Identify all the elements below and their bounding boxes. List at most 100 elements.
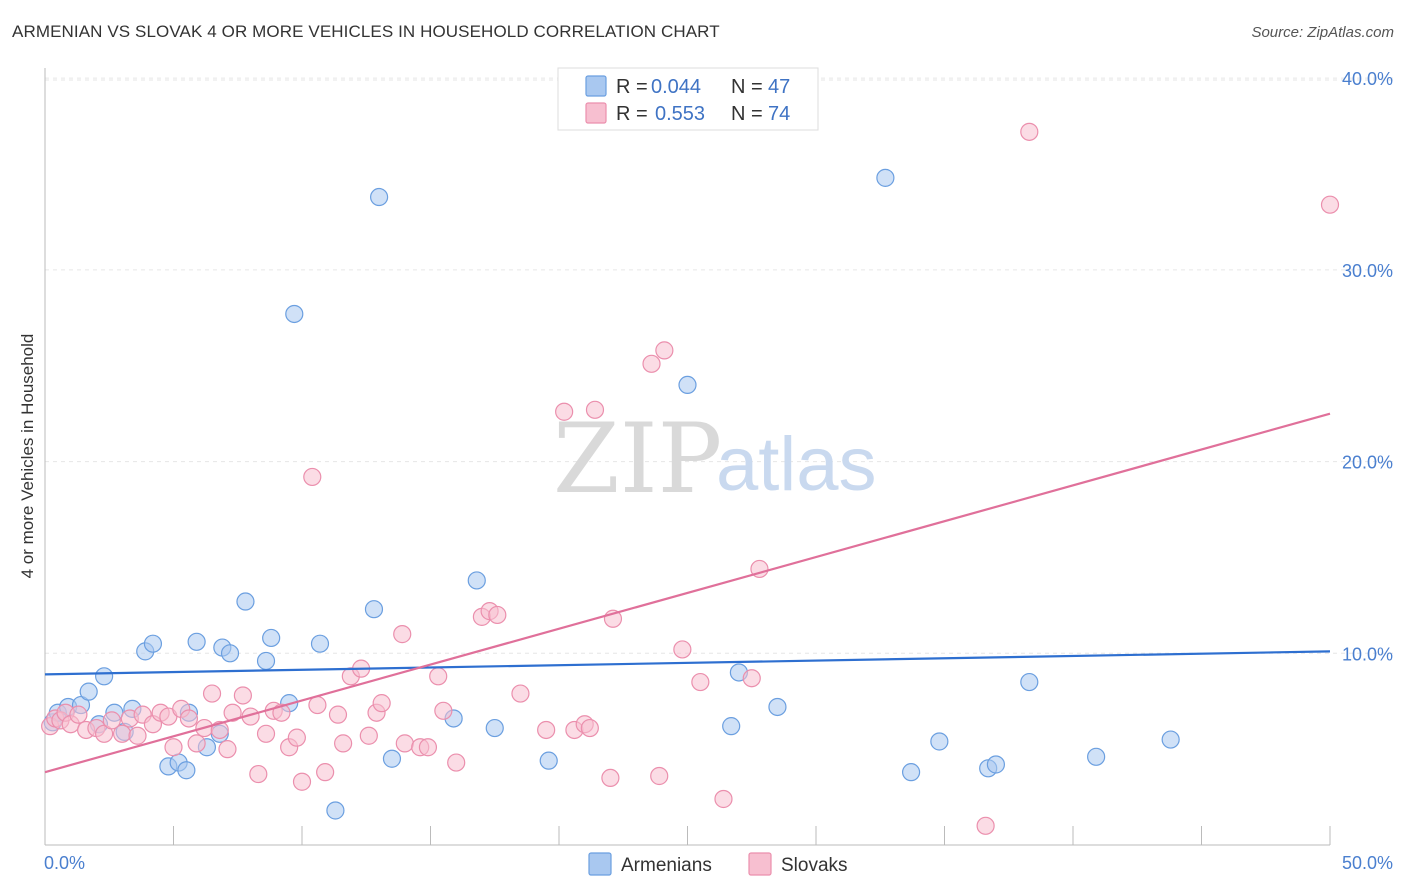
slovak-point-33 xyxy=(287,728,306,747)
legend-n-value-armenians: 47 xyxy=(768,76,790,98)
armenian-point-39 xyxy=(876,168,895,187)
legend-n-label-armenians: N = xyxy=(731,76,763,98)
slovak-point-36 xyxy=(308,695,327,715)
armenian-point-25 xyxy=(285,304,304,324)
x-tick-label-max: 50.0% xyxy=(1342,853,1393,873)
slovak-point-61 xyxy=(585,400,605,419)
slovak-point-24 xyxy=(218,740,237,759)
slovak-point-38 xyxy=(328,705,348,724)
slovak-point-35 xyxy=(303,467,322,487)
armenian-point-45 xyxy=(1087,747,1106,766)
armenian-point-29 xyxy=(370,187,389,207)
armenian-point-16 xyxy=(187,632,206,651)
y-tick-label-10: 10.0% xyxy=(1342,644,1393,664)
slovak-point-68 xyxy=(691,672,710,692)
y-tick-label-40: 40.0% xyxy=(1342,69,1393,89)
watermark-atlas: atlas xyxy=(716,422,877,507)
slovak-point-73 xyxy=(1020,122,1039,141)
slovak-point-42 xyxy=(359,726,378,745)
slovak-point-56 xyxy=(537,720,556,740)
armenian-point-28 xyxy=(364,600,384,619)
slovak-point-65 xyxy=(650,766,669,786)
slovak-point-19 xyxy=(179,709,199,728)
slovak-point-17 xyxy=(164,738,183,757)
slovak-point-69 xyxy=(714,789,733,809)
legend-swatch-slovaks xyxy=(585,102,607,124)
bottom-legend-slovaks: Slovaks xyxy=(781,855,848,876)
x-tick-label-min: 0.0% xyxy=(44,853,85,873)
armenian-point-6 xyxy=(95,667,114,686)
armenian-point-40 xyxy=(901,763,921,782)
armenian-point-23 xyxy=(262,628,281,648)
slovak-point-8 xyxy=(95,724,114,743)
y-tick-label-20: 20.0% xyxy=(1342,453,1393,473)
slovak-point-10 xyxy=(112,724,132,743)
armenian-point-21 xyxy=(236,592,255,611)
watermark: ZIP atlas xyxy=(553,403,877,515)
chart-title: ARMENIAN VS SLOVAK 4 OR MORE VEHICLES IN… xyxy=(12,22,720,41)
gridlines xyxy=(45,77,1393,654)
legend-n-value-slovaks: 74 xyxy=(768,103,790,125)
slovak-point-22 xyxy=(202,684,222,703)
bottom-legend-swatch-slovaks xyxy=(748,852,772,876)
slovak-point-50 xyxy=(434,701,453,720)
legend-r-label-armenians: R = xyxy=(616,76,648,98)
slovak-point-46 xyxy=(395,734,414,753)
armenian-point-22 xyxy=(256,651,276,671)
slovak-point-23 xyxy=(210,720,229,740)
slovak-point-34 xyxy=(292,772,312,791)
armenian-point-11 xyxy=(143,634,163,653)
armenian-point-30 xyxy=(382,749,402,768)
armenian-point-33 xyxy=(485,718,504,738)
armenian-point-32 xyxy=(467,571,486,590)
armenian-point-44 xyxy=(1020,672,1039,692)
legend-n-label-slovaks: N = xyxy=(731,103,763,125)
legend-r-label-slovaks: R = xyxy=(616,103,648,125)
slovak-point-29 xyxy=(256,724,276,743)
slovak-point-70 xyxy=(742,669,761,688)
slovak-point-39 xyxy=(334,734,353,753)
slovak-point-72 xyxy=(976,816,995,835)
armenian-point-26 xyxy=(310,634,330,653)
slovak-point-74 xyxy=(1320,195,1340,214)
legend-swatch-armenians xyxy=(585,75,607,97)
watermark-zip: ZIP xyxy=(553,403,722,515)
x-ticks xyxy=(173,826,1331,845)
bottom-legend-swatch-armenians xyxy=(588,852,612,876)
trend-lines xyxy=(44,412,1331,774)
slovak-point-25 xyxy=(223,703,242,722)
armenian-point-36 xyxy=(722,717,741,736)
slovak-point-64 xyxy=(642,354,661,373)
bottom-legend: Armenians Slovaks xyxy=(588,852,848,876)
y-tick-labels: 10.0% 20.0% 30.0% 40.0% xyxy=(1342,69,1393,664)
slovak-point-45 xyxy=(393,625,412,644)
y-tick-label-30: 30.0% xyxy=(1342,261,1393,281)
armenian-point-35 xyxy=(678,375,697,395)
source-label: Source: ZipAtlas.com xyxy=(1251,24,1394,41)
slovak-point-9 xyxy=(102,711,121,730)
slovak-point-5 xyxy=(69,705,88,724)
slovak-point-51 xyxy=(447,753,466,772)
armenian-point-41 xyxy=(930,732,949,751)
slovak-point-60 xyxy=(580,718,599,738)
slovak-point-66 xyxy=(655,341,674,360)
slovak-point-37 xyxy=(316,763,335,782)
bottom-legend-armenians: Armenians xyxy=(621,855,712,876)
slovak-point-12 xyxy=(128,726,147,745)
armenians-trend-line xyxy=(44,650,1331,676)
slovak-point-44 xyxy=(372,694,391,713)
armenian-point-14 xyxy=(177,761,196,780)
armenian-point-4 xyxy=(79,682,98,701)
slovak-point-28 xyxy=(249,764,268,784)
armenian-point-20 xyxy=(220,644,240,663)
slovak-point-49 xyxy=(429,667,448,686)
slovaks-trend-line xyxy=(44,412,1331,774)
slovak-point-48 xyxy=(418,738,438,757)
slovak-point-54 xyxy=(488,605,507,625)
slovak-point-55 xyxy=(511,684,530,703)
slovak-point-67 xyxy=(673,640,692,659)
slovak-point-62 xyxy=(601,768,620,788)
armenian-point-43 xyxy=(986,755,1006,774)
legend: R = 0.044 N = 47 R = 0.553 N = 74 xyxy=(557,67,819,131)
